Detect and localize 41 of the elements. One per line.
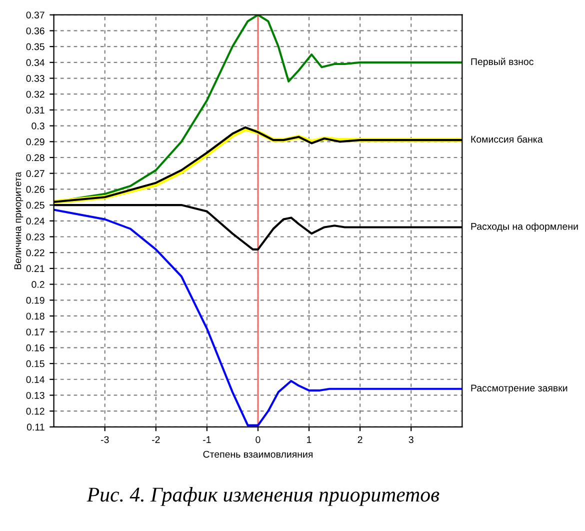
y-tick-label: 0.22 bbox=[26, 249, 44, 256]
y-tick-label: 0.15 bbox=[26, 360, 44, 368]
x-tick-label: 0 bbox=[256, 436, 260, 444]
y-tick-label: 0.36 bbox=[26, 27, 44, 34]
y-tick-label: 0.17 bbox=[26, 328, 44, 336]
y-tick-label: 0.14 bbox=[26, 376, 45, 383]
x-axis-title: Степень взаимовлияния bbox=[203, 450, 313, 458]
y-tick-label: 0.3 bbox=[32, 122, 44, 130]
x-tick-label: 2 bbox=[358, 436, 362, 443]
series-label: Расходы на оформлени bbox=[471, 222, 578, 232]
series-label: Комиссия банка bbox=[471, 135, 543, 143]
y-tick-label: 0.23 bbox=[26, 233, 44, 240]
y-tick-label: 0.26 bbox=[26, 186, 44, 193]
y-tick-label: 0.25 bbox=[26, 202, 44, 209]
y-tick-label: 0.32 bbox=[26, 90, 44, 98]
y-tick-label: 0.24 bbox=[26, 218, 45, 225]
y-tick-label: 0.27 bbox=[26, 170, 44, 177]
y-tick-label: 0.2 bbox=[32, 281, 44, 288]
x-tick-label: 3 bbox=[408, 436, 414, 444]
x-tick-label: -3 bbox=[100, 436, 109, 444]
x-tick-label: -1 bbox=[203, 436, 211, 443]
y-tick-label: 0.29 bbox=[26, 138, 44, 146]
y-tick-label: 0.16 bbox=[26, 344, 44, 352]
y-tick-label: 0.12 bbox=[26, 408, 44, 415]
x-tick-label: 1 bbox=[307, 436, 312, 443]
y-tick-label: 0.37 bbox=[26, 12, 44, 18]
y-tick-label: 0.28 bbox=[26, 154, 44, 162]
y-tick-label: 0.33 bbox=[26, 74, 44, 82]
y-axis-title: Величина приоритета bbox=[14, 172, 24, 270]
y-tick-label: 0.19 bbox=[26, 296, 44, 304]
series-label: Первый взнос bbox=[471, 58, 534, 68]
y-tick-label: 0.18 bbox=[26, 312, 44, 320]
y-tick-label: 0.34 bbox=[26, 59, 45, 66]
y-tick-label: 0.13 bbox=[26, 392, 44, 399]
text: Рис. 4. График изменения приоритетов bbox=[86, 487, 440, 506]
x-tick-label: -2 bbox=[152, 436, 160, 443]
y-tick-label: 0.11 bbox=[26, 424, 44, 431]
series-label: Рассмотрение заявки bbox=[471, 384, 568, 394]
y-tick-label: 0.31 bbox=[26, 106, 44, 114]
y-tick-label: 0.35 bbox=[26, 43, 44, 50]
y-tick-label: 0.21 bbox=[26, 265, 44, 272]
